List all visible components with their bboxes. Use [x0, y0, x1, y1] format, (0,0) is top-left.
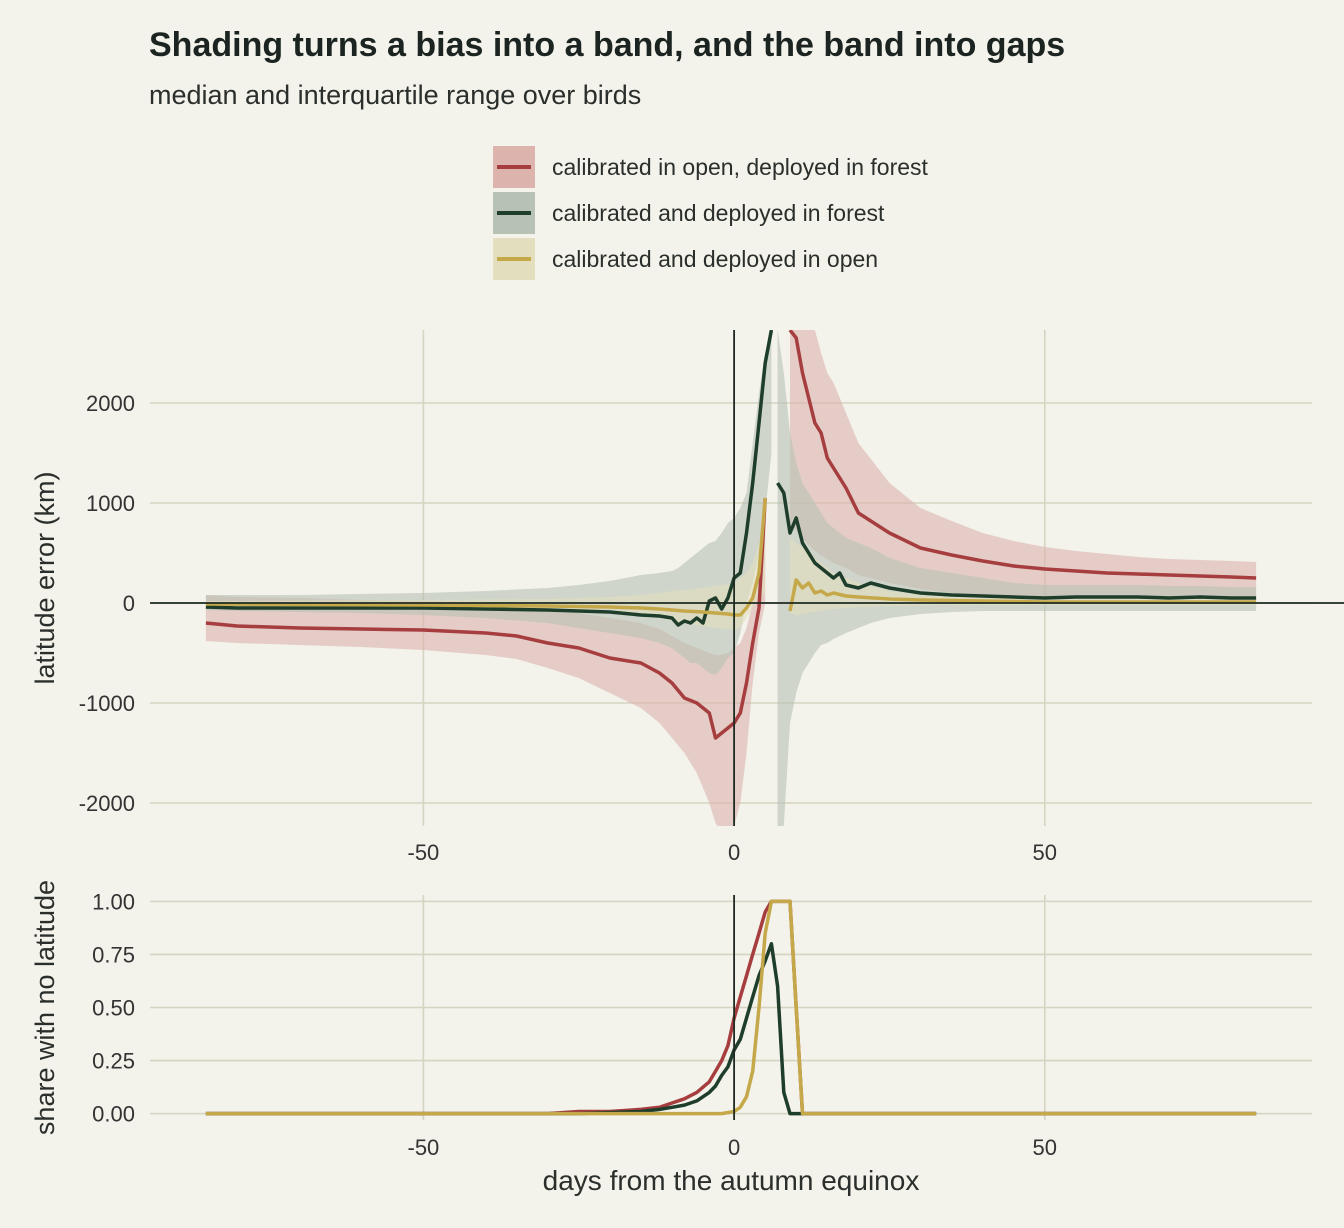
iqr-band-calibrated-and-deployed-in-forest-1: [777, 330, 1257, 826]
y-tick-label-bottom: 0.75: [92, 942, 135, 967]
legend-swatch-open-open: [493, 238, 535, 280]
y-tick-label-bottom: 0.00: [92, 1102, 135, 1127]
y-tick-label-top: 0: [123, 591, 135, 616]
y-tick-label-bottom: 0.50: [92, 996, 135, 1021]
x-tick-label-bottom: 0: [728, 1135, 740, 1160]
y-tick-label-top: -2000: [79, 791, 135, 816]
x-tick-label-top: -50: [408, 840, 440, 865]
legend-label-open-open: calibrated and deployed in open: [552, 246, 879, 272]
legend-swatch-forest-forest: [493, 192, 535, 234]
x-tick-label-bottom: 50: [1033, 1135, 1057, 1160]
iqr-band-calibrated-and-deployed-in-forest-0: [205, 330, 772, 675]
median-line-calibrated-and-deployed-in-open-1: [788, 578, 1257, 612]
chart-title: Shading turns a bias into a band, and th…: [149, 26, 1066, 64]
iqr-band-calibrated-and-deployed-in-open-1: [790, 538, 1257, 615]
panel-bottom: 0.00 0.25 0.50 0.75 1.00 -50 0 50 share with no …: [30, 880, 1312, 1196]
y-tick-label-top: -1000: [79, 691, 135, 716]
iqr-band-calibrated-in-open-deployed-in-forest-0: [205, 503, 766, 826]
share-line-calibrated-and-deployed-in-open: [205, 899, 1257, 1116]
legend-label-open-forest: calibrated in open, deployed in forest: [552, 154, 928, 180]
panel-top: -2000 -1000 0 1000 2000 -50 0 50 latitude error …: [30, 330, 1344, 865]
share-line-calibrated-and-deployed-in-forest: [205, 942, 1257, 1116]
median-line-calibrated-in-open-deployed-in-forest-1: [788, 330, 1257, 580]
x-axis-title: days from the autumn equinox: [543, 1165, 920, 1196]
legend-swatch-open-forest: [493, 146, 535, 188]
data-layer-top: [205, 330, 1257, 826]
median-line-calibrated-and-deployed-in-forest-0: [205, 330, 774, 627]
x-tick-label-bottom: -50: [408, 1135, 440, 1160]
y-tick-label-bottom: 1.00: [92, 889, 135, 914]
x-tick-label-top: 0: [728, 840, 740, 865]
y-tick-label-bottom: 0.25: [92, 1049, 135, 1074]
grid-bottom: [150, 895, 1312, 1120]
iqr-band-calibrated-in-open-deployed-in-forest-1: [790, 330, 1257, 597]
chart-subtitle: median and interquartile range over bird…: [149, 80, 642, 110]
y-tick-label-top: 2000: [86, 391, 135, 416]
median-line-calibrated-and-deployed-in-open-0: [205, 497, 767, 617]
y-tick-label-top: 1000: [86, 491, 135, 516]
legend-label-forest-forest: calibrated and deployed in forest: [552, 200, 885, 226]
data-layer-bottom: [205, 899, 1257, 1116]
iqr-band-calibrated-and-deployed-in-open-0: [205, 513, 766, 630]
y-axis-title-bottom: share with no latitude: [30, 880, 60, 1135]
y-axis-title-top: latitude error (km): [30, 471, 60, 684]
x-tick-label-top: 50: [1033, 840, 1057, 865]
median-line-calibrated-and-deployed-in-forest-1: [776, 482, 1257, 600]
median-line-calibrated-in-open-deployed-in-forest-0: [205, 497, 767, 740]
